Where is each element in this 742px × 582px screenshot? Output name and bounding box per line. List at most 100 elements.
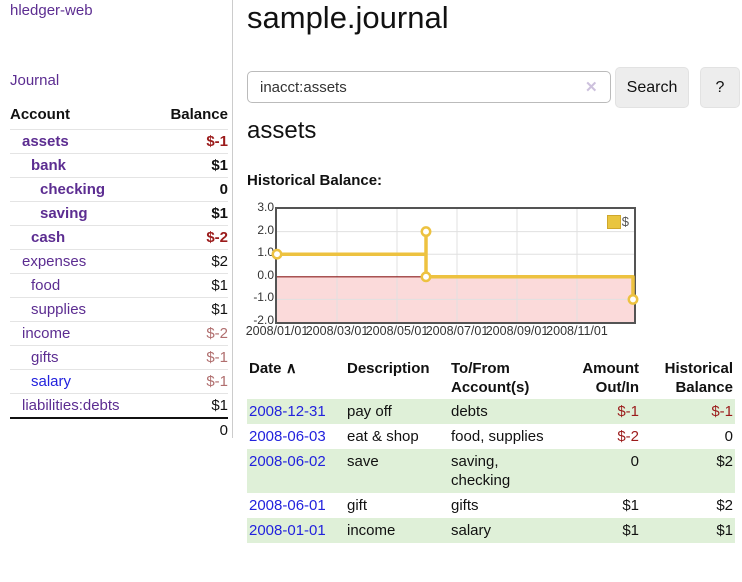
transaction-balance: $2	[716, 453, 733, 470]
y-tick-label: 3.0	[257, 200, 274, 214]
app-brand-link[interactable]: hledger-web	[10, 2, 93, 19]
account-balance: $1	[211, 301, 228, 318]
table-row: assets $-1	[10, 129, 228, 154]
chart-canvas	[271, 209, 639, 322]
x-tick-label: 2008/07/01	[425, 324, 489, 338]
transaction-description: income	[347, 522, 396, 539]
account-balance: 0	[219, 181, 228, 198]
transaction-date-link[interactable]: 2008-12-31	[249, 403, 326, 420]
transaction-description: gift	[347, 497, 368, 514]
account-link-salary[interactable]: salary	[31, 373, 72, 390]
transaction-amount: $1	[622, 522, 639, 539]
account-heading: assets	[247, 117, 317, 144]
table-row: food $1	[10, 273, 228, 298]
chart-legend: $	[606, 213, 629, 230]
chart-title: Historical Balance:	[247, 172, 383, 189]
table-row: salary $-1	[10, 369, 228, 394]
account-link-supplies[interactable]: supplies	[31, 301, 87, 318]
column-header-date[interactable]: Date ∧	[247, 358, 345, 399]
search-button[interactable]: Search	[615, 67, 689, 108]
account-link-cash[interactable]: cash	[31, 229, 66, 246]
transaction-date-link[interactable]: 2008-01-01	[249, 522, 326, 539]
table-row: income $-2	[10, 321, 228, 346]
account-balance: $1	[211, 277, 228, 294]
accounts-table: Account Balance assets $-1 bank $1 check…	[10, 100, 228, 442]
transaction-accounts: food, supplies	[451, 428, 544, 445]
table-row: gifts $-1	[10, 345, 228, 370]
account-balance: $-1	[206, 349, 228, 366]
legend-label: $	[621, 214, 629, 230]
account-balance: $1	[211, 397, 228, 414]
transaction-row: 2008-06-01 gift gifts $1 $2	[247, 493, 735, 518]
sidebar-divider	[232, 0, 233, 438]
account-link-saving[interactable]: saving	[40, 205, 88, 222]
sidebar-item-journal[interactable]: Journal	[10, 72, 60, 89]
transaction-amount: $-2	[617, 428, 639, 445]
x-tick-label: 2008/05/01	[365, 324, 429, 338]
transaction-description: save	[347, 453, 379, 470]
balance-column-header: Balance	[170, 106, 228, 123]
transaction-date-link[interactable]: 2008-06-03	[249, 428, 326, 445]
account-balance: $1	[211, 157, 228, 174]
y-tick-label: 1.0	[257, 245, 274, 260]
account-link-liabilities-debts[interactable]: liabilities:debts	[22, 397, 120, 414]
x-tick-label: 2008/09/01	[485, 324, 549, 338]
column-header-amount: Amount Out/In	[561, 358, 641, 399]
table-row: checking 0	[10, 177, 228, 202]
y-tick-label: -2.0	[253, 313, 274, 327]
account-link-assets[interactable]: assets	[22, 133, 69, 150]
column-header-accounts: To/From Account(s)	[449, 358, 561, 399]
transaction-amount: $-1	[617, 403, 639, 420]
table-row: bank $1	[10, 153, 228, 178]
data-point-markers	[271, 226, 639, 305]
table-row: cash $-2	[10, 225, 228, 250]
transaction-accounts: gifts	[451, 497, 479, 514]
transaction-row: 2008-06-03 eat & shop food, supplies $-2…	[247, 424, 735, 449]
legend-swatch-icon	[606, 214, 621, 229]
sidebar: hledger-web Journal Account Balance asse…	[0, 0, 232, 582]
account-link-checking[interactable]: checking	[40, 181, 106, 198]
register-header-row: Date ∧ Description To/From Account(s) Amo…	[247, 358, 735, 399]
x-tick-label: 2008/11/01	[546, 324, 608, 338]
accounts-header-line1: To/From	[451, 360, 510, 377]
search-input[interactable]	[247, 71, 611, 103]
account-link-gifts[interactable]: gifts	[31, 349, 59, 366]
table-row: liabilities:debts $1	[10, 393, 228, 419]
account-balance: $-1	[206, 133, 228, 150]
account-balance: $1	[211, 205, 228, 222]
balance-header-line1: Historical	[664, 360, 733, 377]
account-balance: $-2	[206, 229, 228, 246]
account-balance: $-2	[206, 325, 228, 342]
transaction-date-link[interactable]: 2008-06-02	[249, 453, 326, 470]
y-tick-label: 2.0	[257, 222, 274, 237]
transaction-amount: 0	[630, 453, 639, 470]
table-row: saving $1	[10, 201, 228, 226]
main-content: sample.journal ✕ Search ? assets Histori…	[246, 0, 742, 582]
x-tick-label: 2008/03/01	[305, 324, 369, 338]
transaction-balance: $-1	[711, 403, 733, 420]
transaction-date-link[interactable]: 2008-06-01	[249, 497, 326, 514]
page-title: sample.journal	[247, 0, 449, 35]
column-header-balance: Historical Balance	[641, 358, 735, 399]
transaction-description: eat & shop	[347, 428, 419, 445]
transaction-row: 2008-06-02 save saving, checking 0 $2	[247, 449, 735, 493]
transaction-accounts: saving, checking	[451, 453, 511, 489]
amount-header-line1: Amount	[582, 360, 639, 377]
clear-search-icon[interactable]: ✕	[585, 79, 598, 96]
sort-ascending-icon: ∧	[285, 360, 297, 377]
table-row: expenses $2	[10, 249, 228, 274]
balance-line	[277, 229, 635, 300]
register-table: Date ∧ Description To/From Account(s) Amo…	[247, 358, 735, 543]
transaction-description: pay off	[347, 403, 392, 420]
accounts-total-row: 0	[10, 418, 228, 442]
help-button[interactable]: ?	[700, 67, 740, 108]
transaction-row: 2008-12-31 pay off debts $-1 $-1	[247, 399, 735, 424]
accounts-total-value: 0	[219, 422, 228, 439]
account-link-food[interactable]: food	[31, 277, 61, 294]
balance-header-line2: Balance	[675, 379, 733, 396]
account-link-bank[interactable]: bank	[31, 157, 67, 174]
account-link-income[interactable]: income	[22, 325, 71, 342]
y-tick-label: 0.0	[257, 267, 274, 282]
transaction-amount: $1	[622, 497, 639, 514]
account-link-expenses[interactable]: expenses	[22, 253, 87, 270]
